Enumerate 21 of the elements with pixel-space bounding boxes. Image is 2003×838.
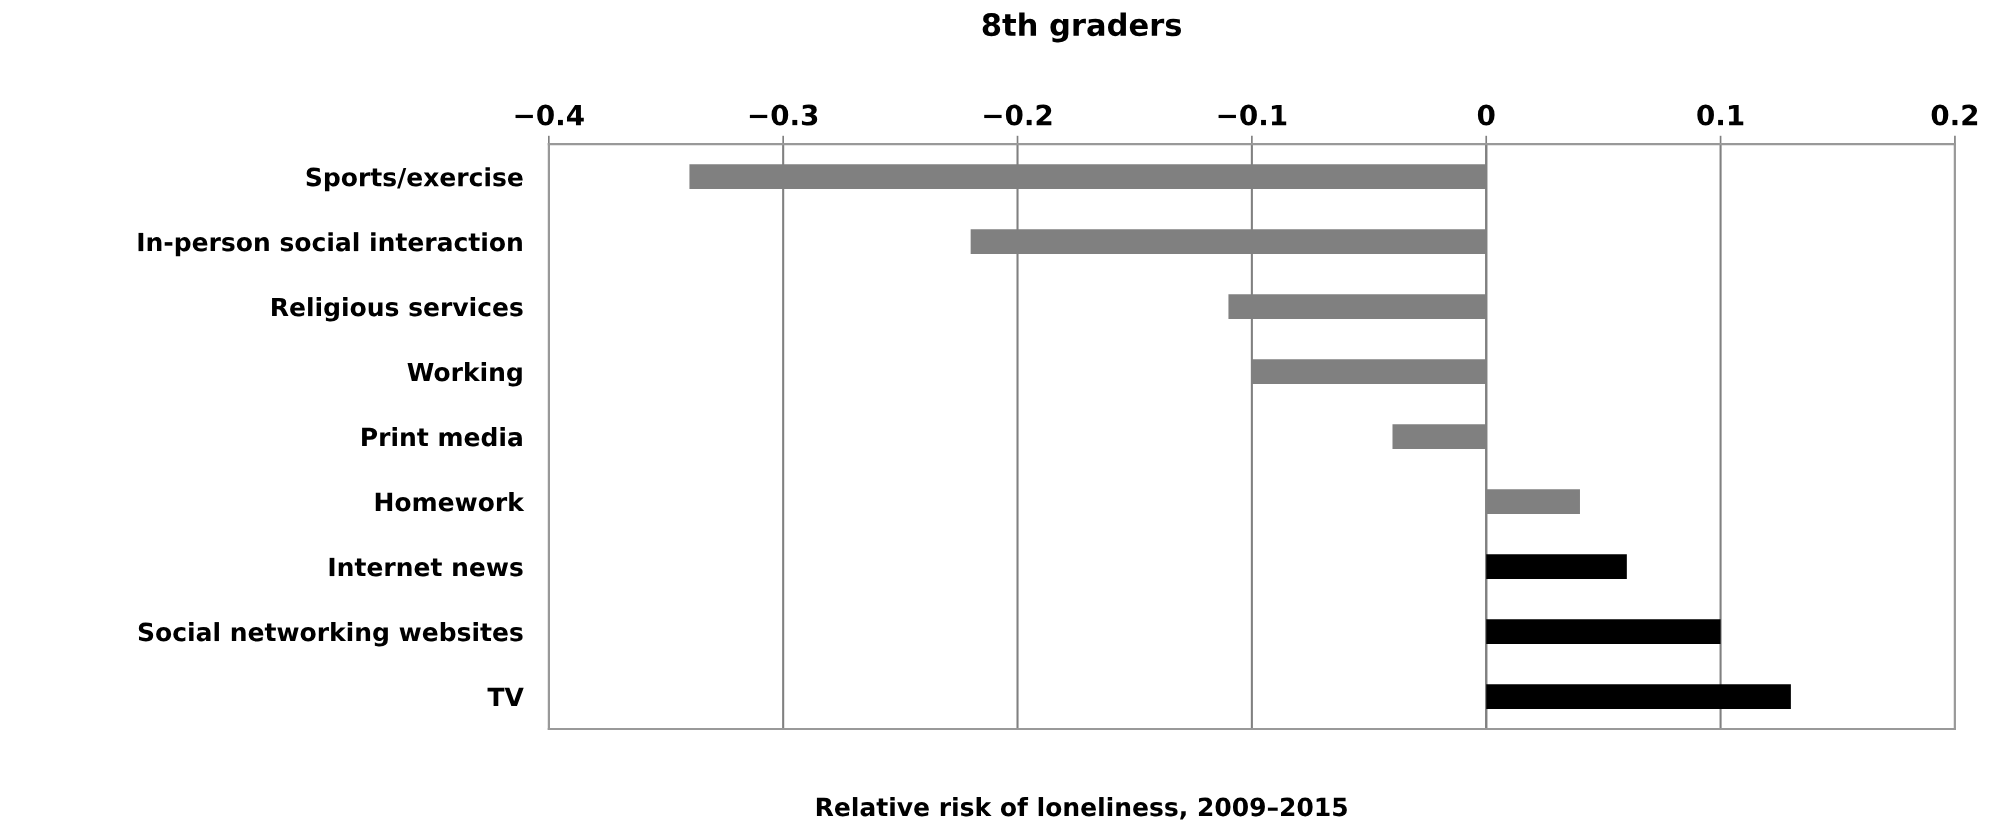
x-tick-label: 0: [1477, 104, 1495, 126]
bar: [1486, 684, 1791, 709]
y-tick-label: Homework: [375, 492, 525, 512]
y-tick-label: Print media: [362, 427, 522, 447]
bar: [1486, 619, 1721, 644]
bar: [1486, 554, 1627, 579]
x-tick-label: −0.3: [749, 104, 818, 126]
y-tick-label: Religious services: [272, 297, 523, 322]
x-tick-label: 0.1: [1697, 104, 1744, 126]
chart-title: 8th graders: [982, 12, 1182, 43]
x-tick-label: −0.1: [1218, 104, 1287, 126]
x-axis-title: Relative risk of loneliness, 2009–2015: [816, 797, 1347, 820]
y-tick-label: Social networking websites: [138, 622, 523, 647]
x-tick-label: 0.2: [1931, 104, 1978, 126]
x-tick-label: −0.2: [984, 104, 1052, 126]
y-tick-label: Internet news: [329, 557, 523, 577]
y-tick-label: TV: [487, 687, 524, 707]
y-tick-label: Working: [407, 362, 522, 387]
y-tick-label: In-person social interaction: [138, 232, 522, 257]
x-tick-label: −0.4: [515, 104, 584, 126]
y-tick-label: Sports/exercise: [306, 167, 523, 192]
